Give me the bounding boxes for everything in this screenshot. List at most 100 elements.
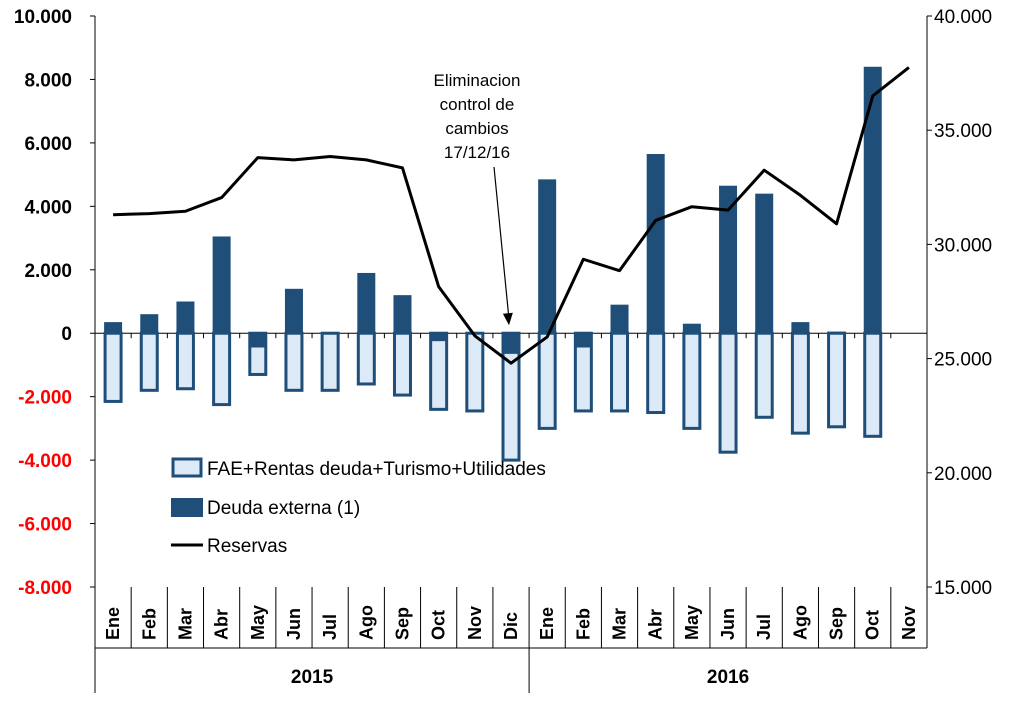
category-label: Feb <box>139 608 159 640</box>
fae-bar <box>175 331 195 391</box>
category-label: Mar <box>175 608 195 640</box>
category-label: Abr <box>646 609 666 640</box>
annotation-line-4: 17/12/16 <box>444 143 510 162</box>
fae-bars <box>103 331 883 462</box>
deuda-bar <box>538 179 557 334</box>
fae-bar <box>429 331 449 411</box>
deuda-bar <box>248 333 267 348</box>
fae-bar <box>356 331 376 386</box>
right-tick-label: 25.000 <box>934 350 992 371</box>
left-tick-label: 10.000 <box>14 7 72 28</box>
deuda-bar <box>755 193 774 334</box>
reservas-line <box>113 66 910 365</box>
category-label: May <box>248 605 268 640</box>
annotation-line-1: Eliminacion <box>434 71 521 90</box>
deuda-bar <box>393 295 412 334</box>
reservas-line-group <box>113 66 910 365</box>
legend-label-reservas: Reservas <box>207 536 287 557</box>
annotation-line-2: control de <box>440 95 515 114</box>
category-label: Jul <box>320 614 340 640</box>
deuda-bar <box>863 66 882 334</box>
category-label: Mar <box>610 608 630 640</box>
axes <box>94 16 928 693</box>
left-tick-label: 0 <box>61 324 72 345</box>
category-label: Ene <box>103 607 123 640</box>
left-tick-label: 8.000 <box>24 70 72 91</box>
category-label: Abr <box>212 609 232 640</box>
left-tick-label: 6.000 <box>24 134 72 155</box>
fae-bar <box>465 331 485 413</box>
fae-bar <box>320 331 340 392</box>
deuda-bar <box>682 323 701 334</box>
category-label: Ene <box>537 607 557 640</box>
category-label: Nov <box>899 606 919 640</box>
right-tick-label: 40.000 <box>934 7 992 28</box>
deuda-bar <box>791 322 810 334</box>
category-label: Dic <box>501 612 521 640</box>
category-label: Ago <box>790 605 810 640</box>
deuda-bar <box>610 304 629 334</box>
right-tick-label: 30.000 <box>934 235 992 256</box>
legend-label-fae: FAE+Rentas deuda+Turismo+Utilidades <box>207 459 546 480</box>
deuda-bars <box>104 66 882 354</box>
year-labels: 2015 2016 <box>291 667 749 688</box>
category-label: Feb <box>573 608 593 640</box>
deuda-bar <box>429 333 448 342</box>
category-label: Sep <box>392 607 412 640</box>
category-label: Jun <box>718 608 738 640</box>
left-tick-label: -8.000 <box>18 578 72 599</box>
left-axis-ticks: -8.000 -6.000 -4.000 -2.000 0 2.000 4.000 6.000… <box>14 7 95 599</box>
fae-bar <box>754 331 774 419</box>
legend: FAE+Rentas deuda+Turismo+Utilidades Deud… <box>171 457 546 557</box>
category-label: Oct <box>429 610 449 640</box>
fae-bar <box>718 331 738 454</box>
year-label: 2015 <box>291 667 334 688</box>
fae-bar <box>827 331 847 429</box>
deuda-bar <box>574 333 593 348</box>
right-tick-label: 20.000 <box>934 464 992 485</box>
deuda-bar <box>104 322 123 334</box>
fae-bar <box>646 331 666 415</box>
deuda-bar <box>284 288 303 334</box>
fae-bar <box>537 331 557 430</box>
category-label: Nov <box>465 606 485 640</box>
legend-swatch-deuda <box>171 498 203 517</box>
deuda-bar <box>140 314 159 334</box>
annotation-arrow <box>493 166 510 320</box>
deuda-bar <box>176 301 195 334</box>
annotation: Eliminacion control de cambios 17/12/16 <box>434 71 521 326</box>
fae-bar <box>392 331 412 397</box>
right-tick-label: 35.000 <box>934 121 992 142</box>
deuda-bar <box>719 185 738 334</box>
category-label: May <box>682 605 702 640</box>
deuda-bar <box>502 333 520 354</box>
fae-bar <box>790 331 810 435</box>
category-label: Ago <box>356 605 376 640</box>
annotation-arrowhead <box>502 312 513 326</box>
fae-bar <box>103 331 123 403</box>
left-tick-label: -2.000 <box>18 388 72 409</box>
deuda-bar <box>357 272 376 334</box>
left-tick-label: 2.000 <box>24 261 72 282</box>
deuda-bar <box>827 331 846 334</box>
legend-label-deuda: Deuda externa (1) <box>207 498 360 519</box>
right-axis-ticks: 15.000 20.000 25.000 30.000 35.000 40.000 <box>927 7 992 599</box>
category-labels: Ene Feb Mar Abr May Jun Jul Ago Sep Oct Nov Dic Ene F… <box>103 605 919 640</box>
year-label: 2016 <box>707 667 749 688</box>
fae-bar <box>212 331 232 407</box>
fae-bar <box>610 331 630 413</box>
left-tick-label: -6.000 <box>18 515 72 536</box>
category-label: Jul <box>754 614 774 640</box>
fae-bar <box>863 331 883 438</box>
fae-bar <box>682 331 702 430</box>
legend-swatch-fae <box>171 457 203 478</box>
left-tick-label: -4.000 <box>18 451 72 472</box>
category-label: Sep <box>827 607 847 640</box>
annotation-line-3: cambios <box>445 119 508 138</box>
category-label: Jun <box>284 608 304 640</box>
left-tick-label: 4.000 <box>24 197 72 218</box>
category-label: Oct <box>863 610 883 640</box>
fae-bar <box>284 331 304 392</box>
deuda-bar <box>212 236 231 334</box>
